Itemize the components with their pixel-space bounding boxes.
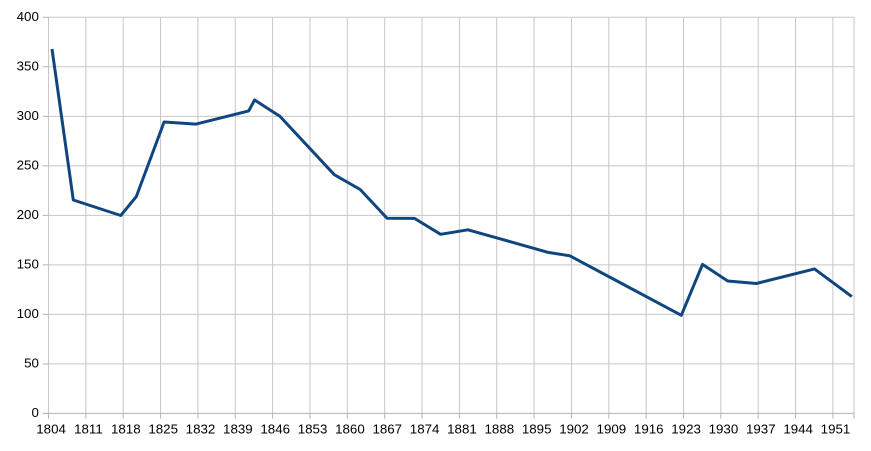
svg-text:1832: 1832 — [186, 422, 216, 437]
svg-text:50: 50 — [24, 355, 39, 370]
svg-text:250: 250 — [17, 157, 39, 172]
svg-text:1916: 1916 — [634, 422, 664, 437]
svg-text:100: 100 — [17, 306, 39, 321]
svg-text:1825: 1825 — [148, 422, 178, 437]
svg-text:200: 200 — [17, 207, 39, 222]
svg-text:1944: 1944 — [783, 422, 813, 437]
svg-text:0: 0 — [31, 405, 38, 420]
svg-text:1811: 1811 — [74, 422, 103, 437]
svg-text:1923: 1923 — [671, 422, 701, 437]
svg-text:1895: 1895 — [522, 422, 552, 437]
svg-text:400: 400 — [17, 9, 39, 24]
svg-text:1937: 1937 — [746, 422, 776, 437]
svg-text:1888: 1888 — [485, 422, 515, 437]
svg-text:1951: 1951 — [821, 422, 851, 437]
svg-text:1902: 1902 — [559, 422, 589, 437]
svg-text:350: 350 — [17, 58, 39, 73]
svg-text:1867: 1867 — [372, 422, 402, 437]
svg-text:300: 300 — [17, 108, 39, 123]
svg-text:1930: 1930 — [709, 422, 739, 437]
svg-text:1818: 1818 — [111, 422, 141, 437]
svg-text:1804: 1804 — [36, 422, 66, 437]
svg-text:150: 150 — [17, 256, 39, 271]
svg-text:1909: 1909 — [597, 422, 627, 437]
svg-text:1874: 1874 — [410, 422, 440, 437]
svg-text:1846: 1846 — [260, 422, 290, 437]
svg-text:1853: 1853 — [298, 422, 328, 437]
svg-text:1881: 1881 — [447, 422, 477, 437]
svg-text:1839: 1839 — [223, 422, 253, 437]
svg-text:1860: 1860 — [335, 422, 365, 437]
